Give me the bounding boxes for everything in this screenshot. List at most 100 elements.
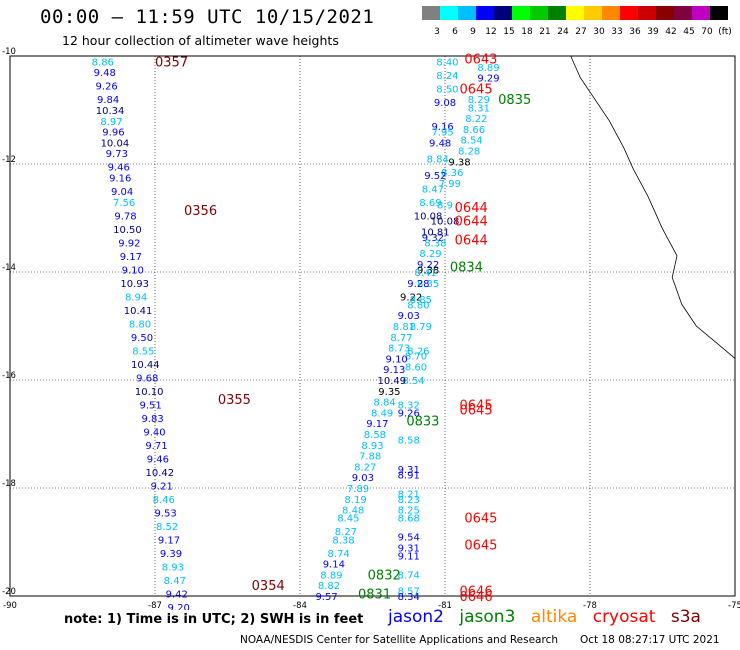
wave-height-value: 9.26	[398, 408, 420, 419]
wave-height-value: 10.08	[431, 217, 460, 228]
wave-height-value: 8.36	[441, 168, 463, 179]
pass-time-label: 0645	[464, 539, 497, 554]
legend-altika: altika	[530, 607, 578, 627]
footnote: note: 1) Time is in UTC; 2) SWH is in fe…	[64, 612, 364, 627]
wave-height-value: 10.49	[378, 376, 407, 387]
pass-time-label: 0644	[455, 201, 488, 216]
legend-cryosat: cryosat	[592, 607, 656, 627]
wave-height-value: 9.84	[97, 95, 119, 106]
wave-height-value: 9.29	[477, 74, 499, 85]
pass-time-label: 0833	[406, 415, 439, 430]
wave-height-value: 9.48	[429, 138, 451, 149]
wave-height-value: 10.41	[124, 306, 153, 317]
wave-height-value: 10.93	[120, 279, 149, 290]
wave-height-value: 9.38	[417, 265, 439, 276]
wave-height-value: 8.26	[407, 346, 429, 357]
wave-height-value: 8.57	[398, 587, 420, 598]
wave-height-value: 8.29	[419, 249, 441, 260]
credit-line: NOAA/NESDIS Center for Satellite Applica…	[240, 634, 558, 646]
colorbar-swatch	[548, 6, 566, 20]
wave-height-value: 8.74	[398, 570, 420, 581]
wave-height-value: 8.28	[458, 147, 480, 158]
wave-height-value: 8.21	[398, 489, 420, 500]
lon-tick-label: -84	[293, 601, 307, 610]
wave-height-value: 9.52	[424, 171, 446, 182]
wave-height-value: 7.89	[347, 484, 369, 495]
colorbar-label: 36	[629, 27, 641, 37]
wave-height-value: 9.53	[155, 508, 177, 519]
lat-tick-label: -18	[2, 479, 16, 489]
wave-height-value: 8.85	[410, 295, 432, 306]
wave-height-value: 8.19	[344, 495, 366, 506]
lon-tick-label: -78	[583, 601, 597, 610]
wave-height-value: 8.81	[393, 322, 415, 333]
wave-height-value: 8.41	[415, 268, 437, 279]
colorbar-label: 21	[539, 27, 550, 37]
colorbar-label: 3	[434, 27, 440, 37]
colorbar-swatch	[692, 6, 710, 20]
lon-tick-label: -87	[148, 601, 162, 610]
wave-height-value: 10.81	[421, 228, 450, 239]
wave-height-value: 9.57	[315, 592, 337, 603]
wave-height-value: 8.49	[371, 408, 393, 419]
wave-height-value: 8.23	[398, 495, 420, 506]
pass-time-label: 0646	[460, 590, 493, 605]
wave-height-value: 9.17	[366, 419, 388, 430]
coastline	[570, 55, 736, 359]
wave-height-value: 9.16	[431, 122, 453, 133]
wave-height-value: 8.58	[398, 435, 420, 446]
wave-height-value: 8.91	[398, 471, 420, 482]
colorbar-label: 27	[575, 27, 586, 37]
lon-tick-label: -75	[728, 601, 740, 610]
wave-height-value: 8.27	[354, 462, 376, 473]
pass-time-label: 0645	[460, 404, 493, 419]
wave-height-value: 8.84	[427, 155, 449, 166]
wave-height-value: 10.44	[131, 360, 160, 371]
colorbar-swatch	[566, 6, 584, 20]
wave-height-value: 8.52	[156, 522, 178, 533]
pass-time-label: 0835	[498, 93, 531, 108]
wave-height-value: 9.48	[94, 68, 116, 79]
wave-height-value: 9.38	[448, 157, 470, 168]
wave-height-value: 7.56	[113, 198, 135, 209]
colorbar-swatch	[422, 6, 440, 20]
wave-height-value: 9.22	[417, 260, 439, 271]
lat-tick-label: -20	[2, 587, 16, 597]
wave-height-value: 9.20	[168, 603, 190, 610]
wave-height-value: 9.40	[143, 427, 165, 438]
colorbar-label: 45	[683, 27, 694, 37]
colorbar-swatch	[602, 6, 620, 20]
legend-jason2: jason2	[388, 607, 444, 627]
pass-time-label: 0643	[464, 53, 497, 68]
wave-height-value: 7.95	[431, 128, 453, 139]
wave-height-value: 9.54	[398, 533, 420, 544]
colorbar-swatch	[584, 6, 602, 20]
wave-height-value: 9.11	[398, 552, 420, 563]
colorbar-label: 70	[701, 27, 713, 37]
wave-height-value: 8.35	[417, 279, 439, 290]
wave-height-value: 8.66	[463, 125, 485, 136]
map-subtitle: 12 hour collection of altimeter wave hei…	[62, 33, 339, 48]
colorbar-swatch	[620, 6, 638, 20]
colorbar-label: 33	[611, 27, 622, 37]
wave-height-value: 9.46	[147, 454, 169, 465]
wave-height-value: 9.73	[106, 149, 128, 160]
wave-height-value: 9.14	[323, 560, 345, 571]
altimeter-map: -90 -87 -84 -81 -78 -75 -10 -12 -14 -16 -18 -20 8.86…	[2, 47, 740, 610]
wave-height-value: 9.10	[386, 354, 408, 365]
wave-height-value: 8.93	[361, 441, 383, 452]
wave-height-value: 8.77	[390, 333, 412, 344]
wave-height-value: 8.9	[437, 201, 453, 212]
wave-height-value: 9.17	[120, 252, 142, 263]
pass-time-label: 0357	[155, 55, 188, 70]
wave-height-value: 8.69	[419, 198, 441, 209]
colorbar-swatch	[710, 6, 728, 20]
map-title: 00:00 – 11:59 UTC 10/15/2021	[40, 6, 375, 28]
wave-height-value: 8.55	[132, 346, 154, 357]
colorbar-label: 12	[485, 27, 496, 37]
wave-height-value: 9.04	[111, 187, 133, 198]
wave-height-value: 8.38	[332, 535, 354, 546]
wave-height-value: 9.03	[398, 311, 420, 322]
wave-height-value: 9.96	[102, 128, 124, 139]
legend-jason3: jason3	[459, 607, 516, 627]
